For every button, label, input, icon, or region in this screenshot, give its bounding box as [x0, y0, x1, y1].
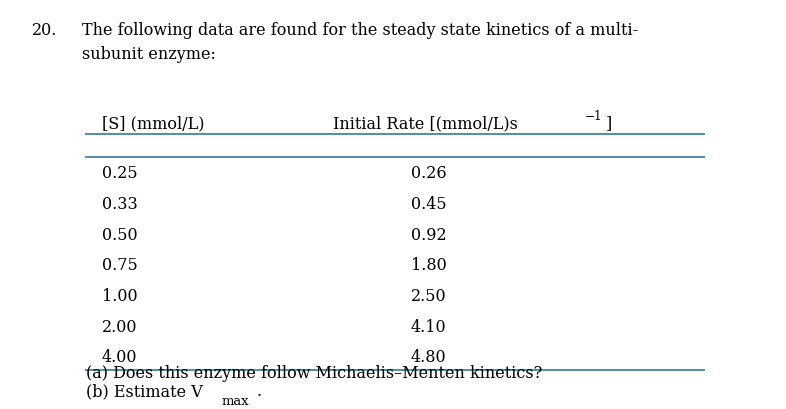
Text: 0.33: 0.33	[101, 196, 138, 213]
Text: [S] (mmol/L): [S] (mmol/L)	[101, 115, 204, 132]
Text: .: .	[256, 383, 262, 400]
Text: 4.80: 4.80	[411, 349, 446, 366]
Text: 0.25: 0.25	[101, 165, 138, 182]
Text: Initial Rate [(mmol/L)s: Initial Rate [(mmol/L)s	[333, 115, 518, 132]
Text: ]: ]	[606, 115, 612, 132]
Text: 0.50: 0.50	[101, 227, 138, 244]
Text: 0.75: 0.75	[101, 257, 138, 274]
Text: 0.45: 0.45	[411, 196, 446, 213]
Text: 2.00: 2.00	[101, 319, 138, 335]
Text: 0.26: 0.26	[411, 165, 446, 182]
Text: 4.00: 4.00	[101, 349, 138, 366]
Text: 0.92: 0.92	[411, 227, 446, 244]
Text: The following data are found for the steady state kinetics of a multi-
subunit e: The following data are found for the ste…	[83, 22, 638, 63]
Text: (b) Estimate V: (b) Estimate V	[86, 383, 203, 400]
Text: max: max	[222, 396, 249, 409]
Text: (a) Does this enzyme follow Michaelis–Menten kinetics?: (a) Does this enzyme follow Michaelis–Me…	[86, 365, 542, 382]
Text: 1.80: 1.80	[411, 257, 446, 274]
Text: 1.00: 1.00	[101, 288, 138, 305]
Text: 4.10: 4.10	[411, 319, 446, 335]
Text: −1: −1	[585, 110, 602, 123]
Text: 2.50: 2.50	[411, 288, 446, 305]
Text: 20.: 20.	[32, 22, 57, 38]
